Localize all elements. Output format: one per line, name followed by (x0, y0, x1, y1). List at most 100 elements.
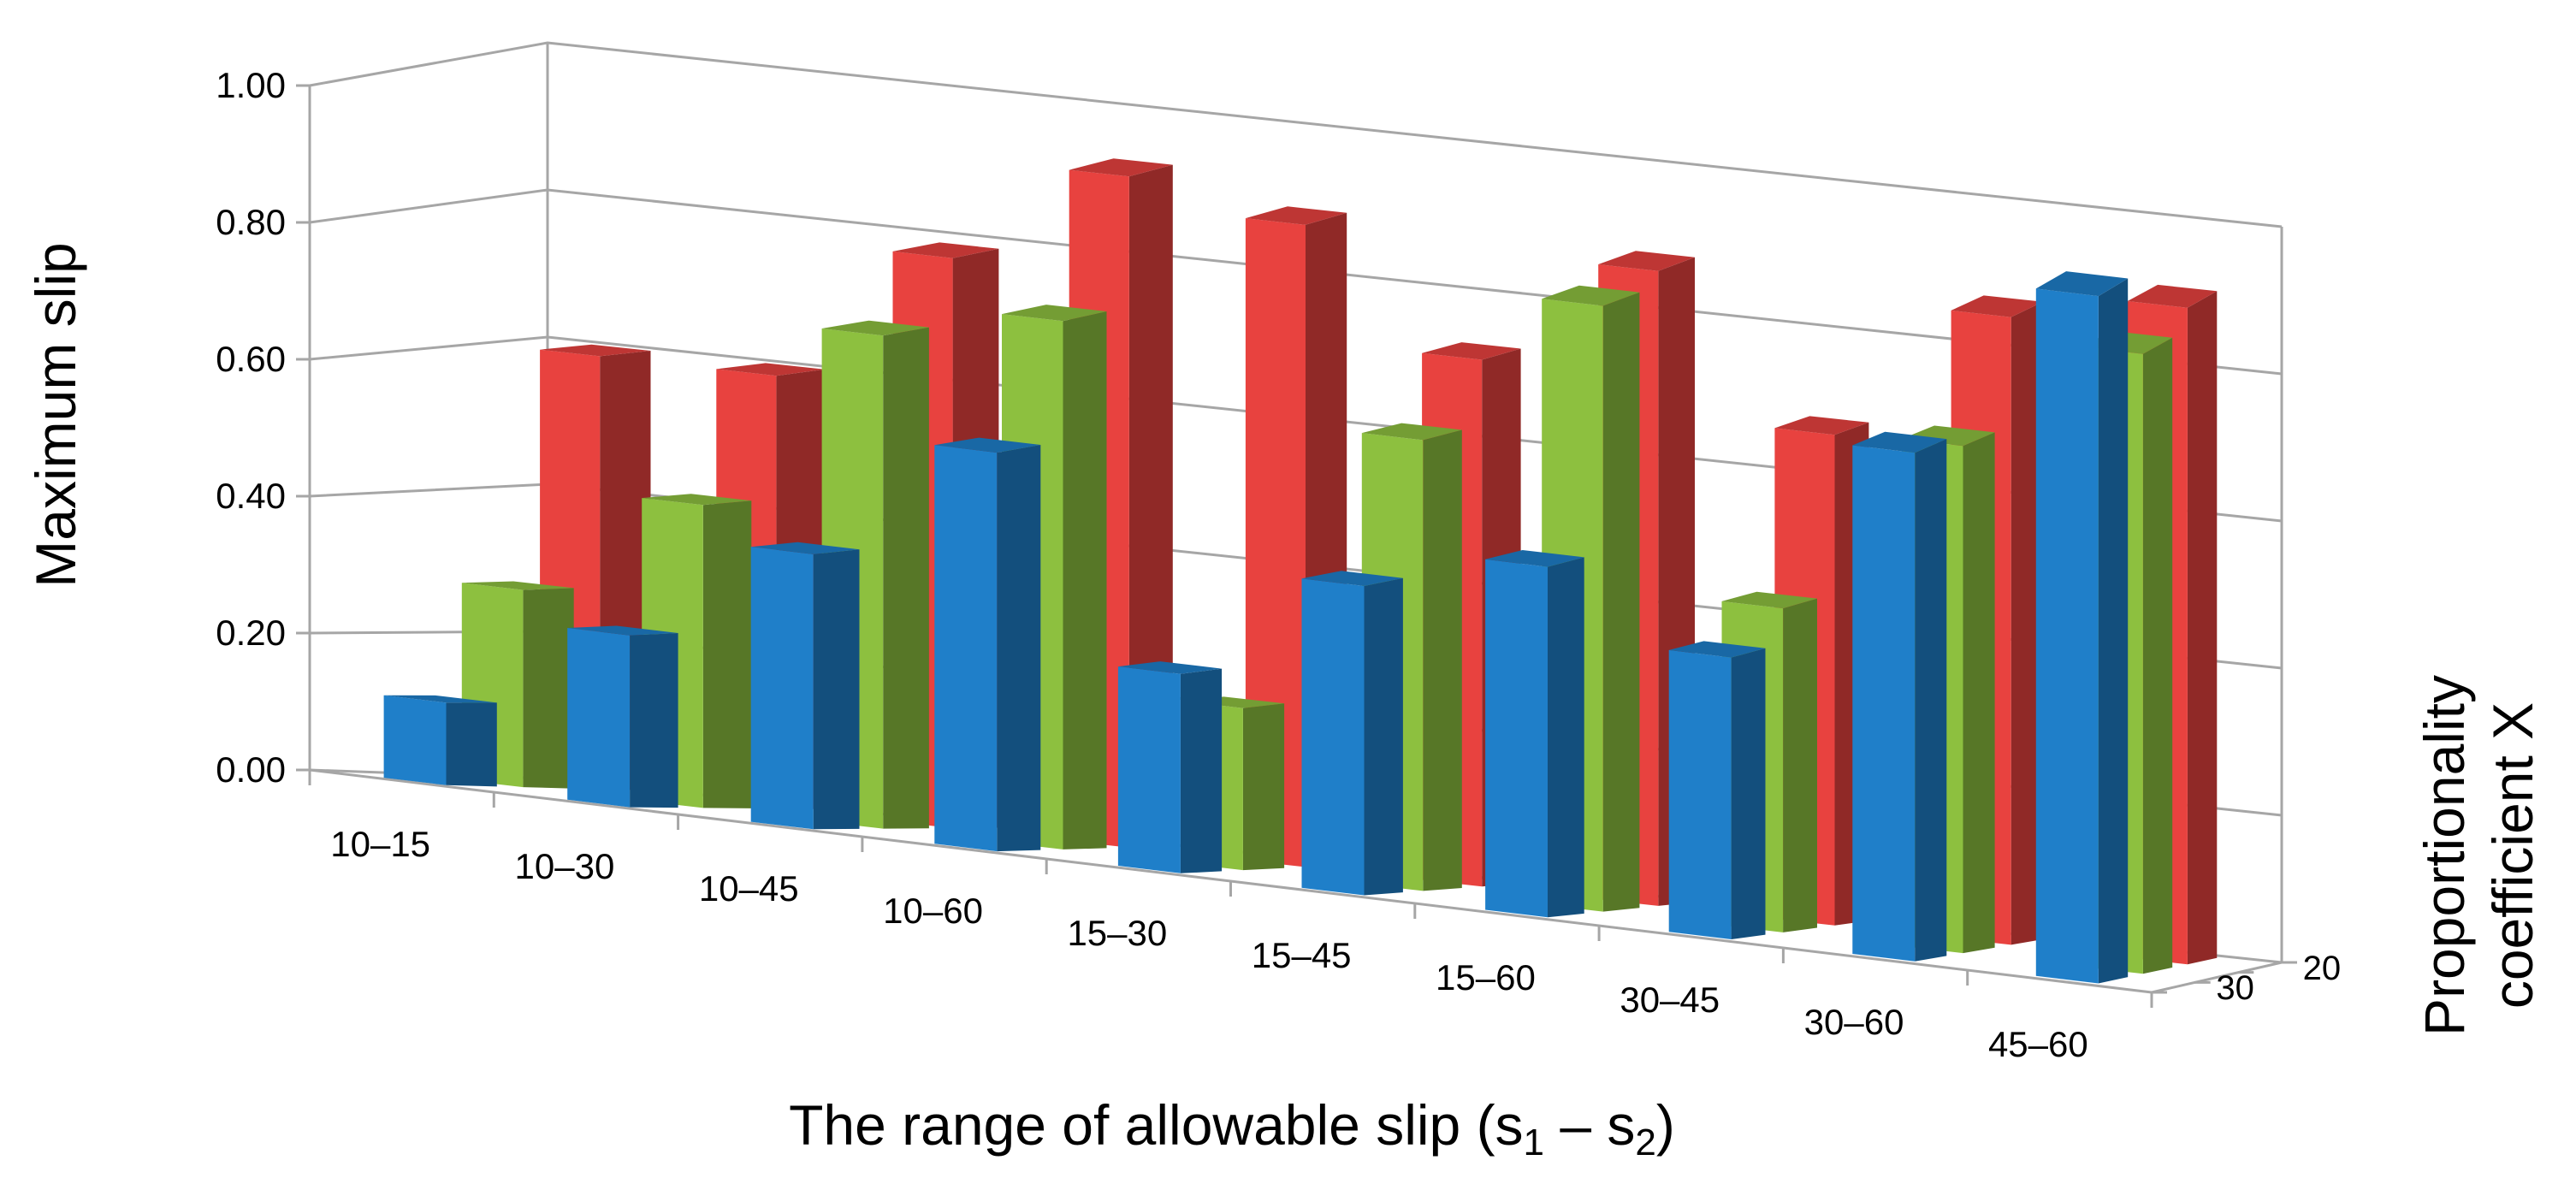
y-tick-label: 0.80 (216, 202, 286, 242)
bar-top-face (1668, 641, 1766, 658)
bar-top-face (1422, 342, 1521, 360)
bar-side-face (2098, 278, 2129, 984)
bar-side-face (2142, 337, 2173, 974)
bar (1668, 641, 1766, 939)
bar-side-face (1242, 703, 1285, 871)
x-tick-label: 15–60 (1436, 957, 1536, 998)
y-tick-label: 0.40 (216, 476, 286, 516)
x-tick-label: 45–60 (1988, 1024, 2088, 1064)
gridline (309, 41, 2283, 228)
bar-top-face (1002, 305, 1107, 322)
bar-top-face (934, 437, 1041, 453)
bar-side-face (997, 445, 1041, 852)
x-tick-label: 10–45 (699, 868, 799, 909)
bar-front-face (567, 628, 631, 808)
bar-top-face (1361, 423, 1462, 441)
bars (383, 158, 2218, 984)
bar-top-face (383, 695, 497, 703)
bar-top-face (1951, 295, 2043, 317)
y-tick-label: 0.00 (216, 749, 286, 790)
bar-top-face (1774, 416, 1869, 435)
bar-side-face (523, 588, 574, 789)
y-axis-title: Maximum slip (24, 242, 87, 587)
bar-top-face (1542, 285, 1640, 306)
bar-top-face (1069, 158, 1173, 177)
bar (934, 437, 1041, 852)
depth-tick-label: 20 (2303, 950, 2342, 987)
bar-top-face (1117, 661, 1223, 674)
bar-side-face (813, 549, 860, 830)
bar-top-face (1301, 571, 1403, 586)
bar (750, 542, 860, 830)
depth-axis-title-line2: coefficient X (2481, 702, 2544, 1009)
bar-side-face (446, 702, 497, 787)
bar-series (383, 271, 2129, 984)
bar-side-face (1915, 439, 1947, 962)
bar-front-face (2035, 288, 2099, 984)
bar-side-face (2010, 301, 2043, 945)
bar-side-face (2187, 291, 2218, 965)
bar (1117, 661, 1223, 873)
depth-axis-title: Proportionality coefficient X (2413, 675, 2544, 1036)
bar-front-face (1301, 578, 1365, 896)
bar-top-face (461, 581, 574, 590)
bar-top-face (540, 344, 651, 357)
x-tick-label: 30–45 (1620, 980, 1720, 1020)
bar-front-face (750, 547, 814, 830)
bar-side-face (1063, 311, 1107, 850)
bar-top-face (1485, 550, 1584, 567)
x-axis-title-sub1: 1 (1524, 1122, 1544, 1163)
bar-side-face (1963, 432, 1995, 954)
x-axis-title-dash: – s (1544, 1093, 1635, 1157)
x-tick-label: 10–15 (330, 824, 430, 864)
x-axis-title: The range of allowable slip (s1 – s2) (789, 1093, 1675, 1163)
y-tick-label: 1.00 (216, 65, 286, 105)
x-tick-labels: 10–15 10–30 10–45 10–60 15–30 15–45 15–60 30–45… (330, 824, 2087, 1064)
depth-axis-title-line1: Proportionality (2413, 675, 2476, 1036)
bar-side-face (1180, 668, 1223, 873)
bar-front-face (1852, 445, 1916, 962)
bar (383, 695, 497, 787)
bar-front-face (1485, 559, 1548, 918)
axes (296, 84, 2297, 1008)
x-axis-title-close: ) (1656, 1093, 1675, 1157)
bar (1852, 431, 1947, 962)
bar-top-face (2035, 271, 2129, 297)
depth-tick-label: 30 (2216, 969, 2254, 1007)
bar-front-face (934, 445, 998, 852)
x-tick-label: 15–30 (1067, 913, 1167, 953)
bar-top-face (567, 625, 678, 636)
bar-top-face (892, 242, 999, 258)
bar-front-face (383, 695, 447, 785)
bar (1301, 571, 1403, 896)
bar-top-face (1721, 591, 1817, 609)
y-tick-label: 0.60 (216, 339, 286, 379)
bar-top-face (716, 363, 825, 376)
x-axis-title-sub2: 2 (1635, 1122, 1655, 1163)
bar-side-face (1423, 429, 1462, 891)
bar (2035, 271, 2129, 984)
bar-side-face (1364, 577, 1403, 896)
bar-top-face (1598, 251, 1695, 271)
x-tick-label: 10–30 (515, 846, 615, 886)
bar-side-face (1548, 557, 1584, 918)
x-axis-title-main: The range of allowable slip (s (789, 1093, 1523, 1157)
x-tick-label: 15–45 (1252, 935, 1352, 975)
bar-front-face (1668, 649, 1732, 939)
bar-top-face (2127, 284, 2218, 308)
bar-side-face (883, 327, 929, 829)
y-tick-label: 0.20 (216, 613, 286, 653)
bar (567, 625, 678, 808)
bar-side-face (1783, 598, 1817, 932)
bar-top-face (1245, 206, 1347, 225)
bar-top-face (1852, 431, 1947, 453)
bar (1485, 550, 1584, 918)
depth-axis-line (2151, 961, 2283, 994)
x-tick-label: 10–60 (883, 891, 983, 931)
x-tick-label: 30–60 (1804, 1002, 1904, 1042)
bar-side-face (702, 500, 752, 808)
bar-top-face (642, 494, 752, 506)
bar-top-face (750, 542, 860, 554)
